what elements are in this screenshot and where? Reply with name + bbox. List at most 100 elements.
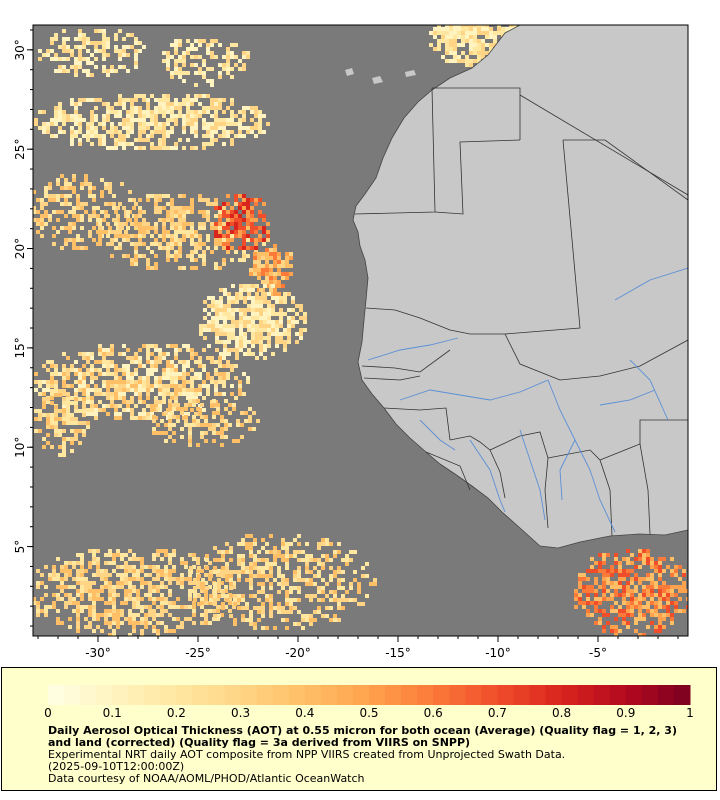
aot-cell xyxy=(126,380,130,384)
aot-cell xyxy=(273,244,277,248)
aot-cell xyxy=(297,570,301,574)
aot-cell xyxy=(174,388,178,392)
aot-cell xyxy=(102,29,106,33)
aot-cell xyxy=(299,308,303,312)
aot-cell xyxy=(92,198,96,202)
aot-cell xyxy=(586,613,590,617)
aot-cell xyxy=(225,550,229,554)
aot-cell xyxy=(626,557,630,561)
aot-cell xyxy=(231,300,235,304)
aot-cell xyxy=(582,577,586,581)
aot-cell xyxy=(285,256,289,260)
aot-cell xyxy=(120,613,124,617)
aot-cell xyxy=(130,45,134,49)
aot-cell xyxy=(140,605,144,609)
aot-cell xyxy=(226,214,230,218)
aot-cell xyxy=(120,585,124,589)
aot-cell xyxy=(248,419,252,423)
aot-cell xyxy=(128,613,132,617)
aot-cell xyxy=(172,415,176,419)
aot-cell xyxy=(598,553,602,557)
aot-cell xyxy=(234,396,238,400)
aot-cell xyxy=(36,222,40,226)
aot-cell xyxy=(230,384,234,388)
aot-cell xyxy=(202,39,206,43)
aot-cell xyxy=(192,399,196,403)
aot-cell xyxy=(48,218,52,222)
aot-cell xyxy=(230,67,234,71)
aot-cell xyxy=(62,122,66,126)
aot-cell xyxy=(66,114,70,118)
aot-cell xyxy=(642,589,646,593)
aot-cell xyxy=(90,356,94,360)
aot-cell xyxy=(166,372,170,376)
aot-cell xyxy=(234,134,238,138)
aot-cell xyxy=(223,312,227,316)
aot-cell xyxy=(108,609,112,613)
aot-cell xyxy=(208,427,212,431)
aot-cell xyxy=(152,617,156,621)
aot-cell xyxy=(174,352,178,356)
aot-cell xyxy=(441,27,445,31)
aot-cell xyxy=(112,561,116,565)
aot-cell xyxy=(86,130,90,134)
aot-cell xyxy=(207,344,211,348)
aot-cell xyxy=(226,63,230,67)
aot-cell xyxy=(162,51,166,55)
aot-cell xyxy=(130,142,134,146)
aot-cell xyxy=(154,368,158,372)
aot-cell xyxy=(190,384,194,388)
aot-cell xyxy=(226,210,230,214)
aot-cell xyxy=(202,364,206,368)
aot-cell xyxy=(102,49,106,53)
aot-cell xyxy=(269,280,273,284)
aot-cell xyxy=(505,11,509,15)
aot-cell xyxy=(228,601,232,605)
aot-cell xyxy=(202,142,206,146)
aot-cell xyxy=(174,67,178,71)
aot-cell xyxy=(184,423,188,427)
aot-cell xyxy=(208,621,212,625)
aot-cell xyxy=(82,41,86,45)
aot-cell xyxy=(682,569,686,573)
aot-cell xyxy=(96,565,100,569)
aot-cell xyxy=(112,597,116,601)
aot-cell xyxy=(626,589,630,593)
aot-cell xyxy=(610,597,614,601)
aot-cell xyxy=(241,558,245,562)
aot-cell xyxy=(345,558,349,562)
aot-cell xyxy=(114,364,118,368)
aot-cell xyxy=(202,214,206,218)
aot-cell xyxy=(441,55,445,59)
aot-cell xyxy=(281,554,285,558)
aot-cell xyxy=(325,554,329,558)
aot-cell xyxy=(102,138,106,142)
aot-cell xyxy=(262,218,266,222)
aot-cell xyxy=(150,250,154,254)
aot-cell xyxy=(259,312,263,316)
aot-cell xyxy=(33,218,36,222)
canary-island xyxy=(405,70,416,77)
aot-cell xyxy=(246,106,250,110)
aot-cell xyxy=(214,392,218,396)
aot-cell xyxy=(170,226,174,230)
colorbar xyxy=(48,685,691,705)
aot-cell xyxy=(76,589,80,593)
aot-cell xyxy=(271,324,275,328)
aot-cell xyxy=(62,421,66,425)
aot-cell xyxy=(281,546,285,550)
aot-cell xyxy=(618,629,622,633)
aot-cell xyxy=(74,130,78,134)
aot-cell xyxy=(162,396,166,400)
aot-cell xyxy=(108,589,112,593)
aot-cell xyxy=(104,617,108,621)
aot-cell xyxy=(658,577,662,581)
aot-cell xyxy=(618,561,622,565)
aot-cell xyxy=(168,427,172,431)
aot-cell xyxy=(209,570,213,574)
aot-cell xyxy=(235,336,239,340)
aot-cell xyxy=(122,238,126,242)
aot-cell xyxy=(217,578,221,582)
aot-cell xyxy=(489,19,493,23)
colorbar-tick-label: 0.6 xyxy=(423,706,443,720)
